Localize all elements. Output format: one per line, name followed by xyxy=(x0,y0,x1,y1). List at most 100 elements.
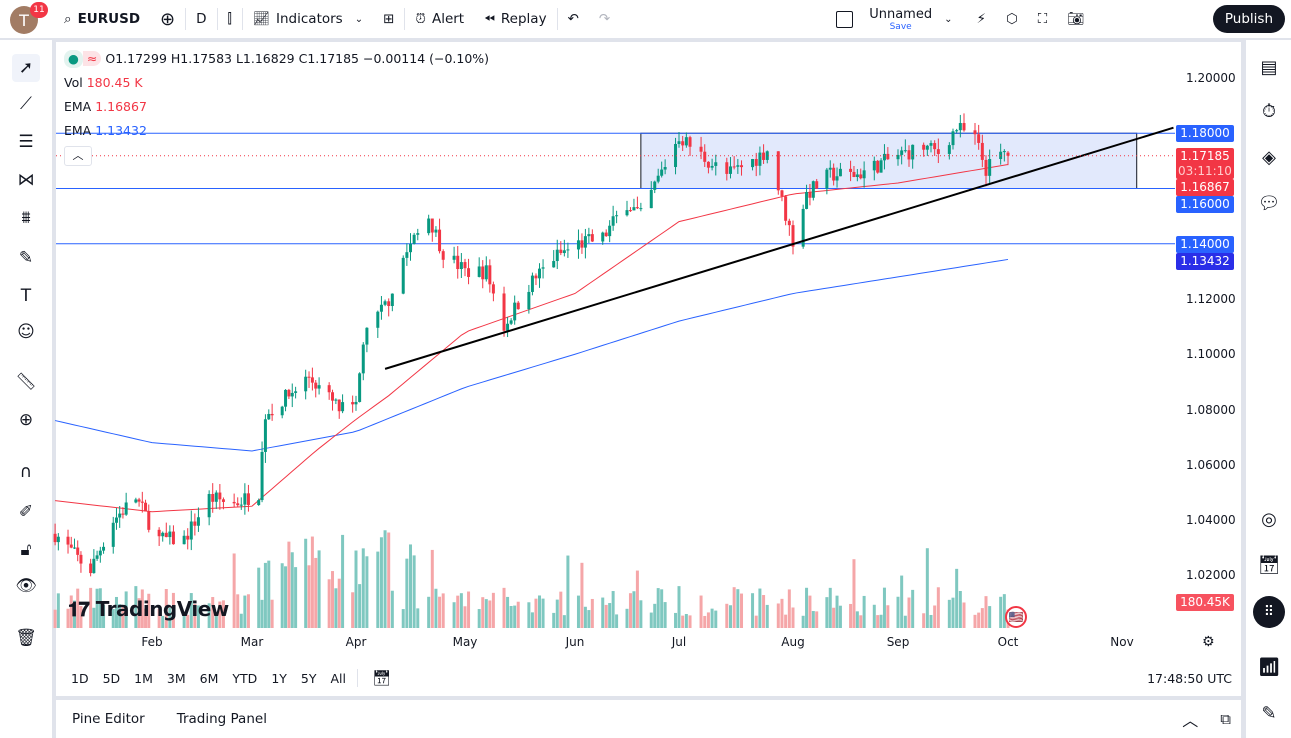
redo-button[interactable]: ↷ xyxy=(589,0,620,38)
ema200-row[interactable]: EMA 1.13432 xyxy=(64,122,489,146)
volume-bar xyxy=(587,610,591,628)
volume-bar xyxy=(576,595,580,628)
compare-button[interactable]: ⊕ xyxy=(150,0,185,38)
symbol-search-button[interactable]: ⌕ EURUSD xyxy=(54,0,150,38)
ema50-row[interactable]: EMA 1.16867 xyxy=(64,98,489,122)
candle-body xyxy=(111,522,115,547)
volume-bar xyxy=(635,570,639,628)
chart-type-button[interactable]: ⫿ xyxy=(218,0,242,38)
replay-button[interactable]: ⏪︎ Replay xyxy=(474,0,556,38)
alert-button[interactable]: ⏰︎ Alert xyxy=(405,0,474,38)
fullscreen-icon: ⛶ xyxy=(1037,11,1048,27)
volume-bar xyxy=(102,605,106,628)
horizontal-lines-tool-icon[interactable]: ☰ xyxy=(18,132,34,152)
volume-bar xyxy=(801,615,805,628)
candle-body xyxy=(962,123,966,131)
candle-body xyxy=(232,501,236,504)
range-5y[interactable]: 5Y xyxy=(300,670,317,686)
volume-bar xyxy=(196,605,200,628)
candle-body xyxy=(710,165,714,168)
calendar-icon[interactable]: 📅︎ xyxy=(1257,554,1281,576)
templates-button[interactable]: ⊞ xyxy=(373,0,404,38)
axis-settings-icon[interactable]: ⚙ xyxy=(1202,634,1215,650)
candle-body xyxy=(221,499,225,502)
candle-body xyxy=(815,181,819,189)
lock-drawing-icon[interactable]: ✐ xyxy=(18,502,34,522)
alerts-clock-icon[interactable]: ⏱ xyxy=(1261,100,1277,122)
volume-bar xyxy=(583,606,587,628)
drawing-toolbar: ➚ ⟋ ☰ ⋈ ⩩ ✎ T ☺ 📏︎ ⊕ ∩ ✐ 🔓︎ 👁︎ 🗑︎ xyxy=(0,40,52,738)
candle-body xyxy=(736,165,740,167)
volume-bar xyxy=(351,592,355,628)
range-6m[interactable]: 6M xyxy=(199,670,219,686)
maximize-panel-icon[interactable]: ⧉ xyxy=(1220,710,1231,728)
quick-search-button[interactable]: ⚡︎ xyxy=(966,0,995,38)
pine-editor-tab[interactable]: Pine Editor xyxy=(72,711,145,727)
ruler-tool-icon[interactable]: 📏︎ xyxy=(15,372,37,392)
trading-panel-tab[interactable]: Trading Panel xyxy=(176,711,267,727)
candle-body xyxy=(196,517,200,526)
range-1m[interactable]: 1M xyxy=(134,670,153,686)
range-ytd[interactable]: YTD xyxy=(232,670,258,686)
layout-button[interactable] xyxy=(826,0,863,38)
chevron-down-icon[interactable]: ⌄ xyxy=(944,13,953,25)
y-tick: 1.04000 xyxy=(1186,513,1236,527)
candle-body xyxy=(559,249,563,254)
collapse-legend-button[interactable]: ︿ xyxy=(64,146,92,166)
layers-icon[interactable]: ◈ xyxy=(1262,146,1276,168)
emoji-tool-icon[interactable]: ☺ xyxy=(17,322,35,342)
brush-tool-icon[interactable]: ✎ xyxy=(18,248,34,268)
magnet-icon[interactable]: ∩ xyxy=(19,462,33,482)
candle-body xyxy=(387,301,391,307)
range-1y[interactable]: 1Y xyxy=(271,670,287,686)
candle-body xyxy=(379,304,383,312)
eye-icon[interactable]: 👁︎ xyxy=(15,576,37,596)
trendline-tool-icon[interactable]: ⟋ xyxy=(20,94,32,114)
date-range-calendar-icon[interactable]: 📅︎ xyxy=(357,669,398,687)
candle-body xyxy=(243,493,247,505)
interval-button[interactable]: D xyxy=(196,11,207,27)
snapshot-button[interactable]: 📷︎ xyxy=(1057,0,1094,38)
candle-body xyxy=(114,517,118,523)
publish-button[interactable]: Publish xyxy=(1212,5,1285,33)
undo-button[interactable]: ↶ xyxy=(558,0,589,38)
divider xyxy=(185,8,187,30)
y-tick: 1.06000 xyxy=(1186,458,1236,472)
indicators-button[interactable]: 📈︎ Indicators ⌄ xyxy=(243,0,373,38)
watchlist-icon[interactable]: ▤ xyxy=(1260,56,1278,78)
forecast-tool-icon[interactable]: ⩩ xyxy=(21,208,31,228)
volume-bar xyxy=(805,587,809,628)
help-icon[interactable]: ✎ xyxy=(1261,702,1277,724)
chevron-down-icon: ⌄ xyxy=(354,13,364,25)
pattern-tool-icon[interactable]: ⋈ xyxy=(17,170,35,190)
cursor-tool-icon[interactable]: ➚ xyxy=(12,54,40,82)
apps-grid-icon[interactable]: ⠿ xyxy=(1253,596,1285,628)
target-icon[interactable]: ◎ xyxy=(1261,508,1277,530)
clock[interactable]: 17:48:50 UTC xyxy=(1147,670,1232,686)
volume-bar xyxy=(124,591,128,628)
volume-bar xyxy=(427,596,431,628)
signal-icon[interactable]: 📶︎ xyxy=(1257,656,1281,678)
range-1d[interactable]: 1D xyxy=(71,670,89,686)
settings-button[interactable]: ⬡ xyxy=(996,0,1028,38)
layout-name[interactable]: Unnamed Save xyxy=(869,7,932,32)
chevron-up-icon[interactable]: ︿ xyxy=(1182,711,1199,730)
volume-bar xyxy=(534,598,538,628)
us-flag-icon[interactable]: 🇺🇸︎ xyxy=(1005,606,1027,628)
zoom-in-icon[interactable]: ⊕ xyxy=(18,410,34,430)
chat-icon[interactable]: 💬︎ xyxy=(1257,192,1281,214)
range-all[interactable]: All xyxy=(330,670,347,686)
volume-bar xyxy=(879,614,883,628)
range-3m[interactable]: 3M xyxy=(166,670,186,686)
volume-bar xyxy=(754,615,758,628)
candle-body xyxy=(1006,152,1010,156)
trash-icon[interactable]: 🗑︎ xyxy=(15,628,37,648)
vol-row[interactable]: Vol 180.45 K xyxy=(64,74,489,98)
candle-body xyxy=(72,547,76,549)
range-5d[interactable]: 5D xyxy=(102,670,121,686)
lock-icon[interactable]: 🔓︎ xyxy=(20,540,32,560)
save-link[interactable]: Save xyxy=(889,21,912,32)
fullscreen-button[interactable]: ⛶ xyxy=(1028,0,1057,38)
text-tool-icon[interactable]: T xyxy=(20,286,32,306)
